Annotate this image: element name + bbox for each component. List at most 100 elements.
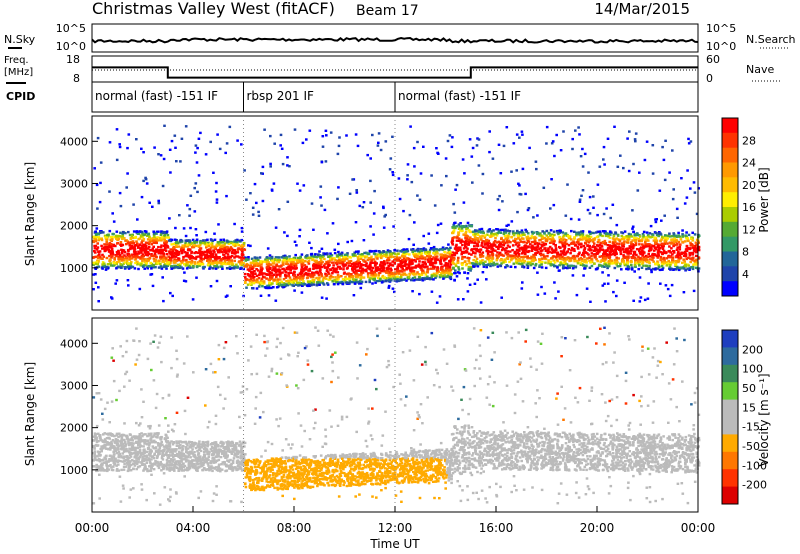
range-gate-cell [579,155,583,158]
range-gate-cell [324,272,327,275]
range-gate-cell [364,268,367,271]
range-gate-cell [622,254,625,257]
range-gate-cell [464,234,467,237]
range-gate-cell [453,252,456,255]
range-gate-cell [156,260,159,263]
range-gate-cell [369,157,372,160]
range-gate-cell [434,261,437,265]
range-gate-cell [622,236,625,239]
range-gate-cell [222,244,225,247]
range-gate-cell [210,242,214,245]
range-gate-cell [604,300,607,303]
range-gate-cell [619,248,622,251]
range-gate-cell [660,245,664,248]
range-gate-cell [261,172,264,175]
range-gate-cell [126,265,130,269]
range-gate-cell [614,250,618,253]
range-gate-cell [567,265,570,269]
range-gate-cell [296,273,300,277]
range-gate-cell [461,267,464,270]
range-gate-cell [269,165,272,168]
range-gate-cell [623,256,627,260]
range-gate-cell [201,241,205,245]
range-gate-cell [356,269,360,272]
range-gate-cell [177,257,180,260]
range-gate-cell [284,284,287,288]
range-gate-cell [506,250,510,253]
range-gate-cell [103,247,106,250]
range-gate-cell [157,252,161,255]
range-gate-cell [135,138,138,141]
range-gate-cell [249,244,252,248]
range-gate-cell [453,225,457,228]
range-gate-cell [98,200,102,204]
range-gate-cell [317,265,320,268]
range-gate-cell [595,231,598,234]
range-gate-cell [325,297,328,300]
range-gate-cell [554,248,558,252]
beam-label: Beam 17 [356,3,419,19]
range-gate-cell [677,231,680,235]
range-gate-cell [133,236,137,239]
range-gate-cell [407,275,411,279]
range-gate-cell [666,237,670,240]
range-gate-cell [304,254,308,258]
range-gate-cell [689,187,692,190]
range-gate-cell [370,250,374,253]
range-gate-cell [118,234,121,238]
range-gate-cell [347,264,351,267]
range-gate-cell [457,231,460,234]
range-gate-cell [441,248,445,251]
range-gate-cell [506,236,510,239]
range-gate-cell [197,137,201,140]
range-gate-cell [457,237,461,240]
range-gate-cell [465,249,468,253]
range-gate-cell [159,257,163,260]
range-gate-cell [94,281,98,284]
range-gate-cell [119,241,123,244]
range-gate-cell [272,273,276,276]
range-gate-cell [361,263,365,267]
range-gate-cell [366,153,369,157]
range-gate-cell [471,230,475,233]
range-gate-cell [485,233,489,236]
range-gate-cell [284,276,288,279]
range-gate-cell [441,246,445,249]
range-gate-cell [673,240,676,243]
range-gate-cell [355,265,358,269]
range-gate-cell [369,201,372,204]
range-gate-cell [440,267,444,270]
range-gate-cell [120,264,124,267]
range-gate-cell [108,254,111,258]
range-gate-cell [485,249,488,253]
range-gate-cell [298,281,301,284]
range-gate-cell [656,267,660,270]
range-gate-cell [656,262,660,265]
range-gate-cell [241,243,244,247]
range-gate-cell [389,277,392,280]
range-gate-cell [274,256,278,259]
range-gate-cell [609,216,612,220]
range-gate-cell [370,274,373,277]
range-gate-cell [144,176,147,180]
range-gate-cell [278,282,282,285]
range-gate-cell [411,272,415,276]
range-gate-cell [131,265,135,269]
range-gate-cell [96,256,100,260]
range-gate-cell [407,257,411,261]
range-gate-cell [103,249,107,253]
range-gate-cell [696,247,699,250]
range-gate-cell [657,249,660,253]
range-gate-cell [522,247,526,250]
range-gate-cell [308,269,312,272]
range-gate-cell [584,235,588,238]
range-gate-cell [677,234,680,237]
range-gate-cell [322,254,325,258]
range-gate-cell [399,259,402,263]
range-gate-cell [153,252,157,255]
range-gate-cell [395,254,399,257]
range-gate-cell [646,297,650,300]
range-gate-cell [358,266,362,270]
range-gate-cell [421,271,424,275]
range-gate-cell [461,240,465,243]
